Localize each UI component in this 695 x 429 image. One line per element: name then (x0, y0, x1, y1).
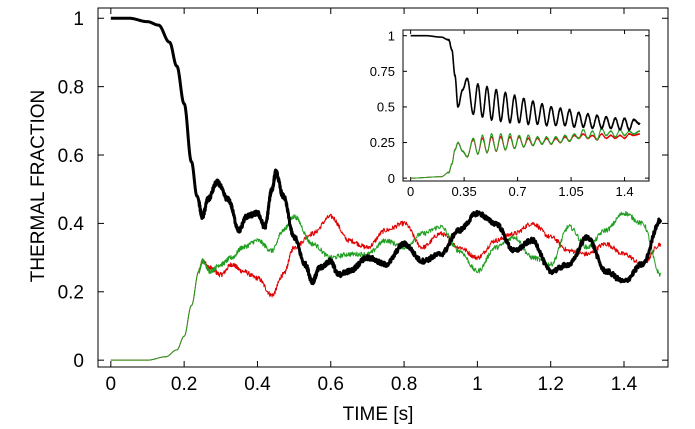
main-ytick-label: 1 (73, 9, 84, 30)
main-xtick-label: 1.2 (537, 374, 563, 395)
main-ytick-label: 0.6 (58, 146, 84, 167)
main-ytick-label: 0.2 (58, 283, 84, 304)
main-ytick-label: 0.4 (58, 214, 85, 235)
inset-xtick-label: 1.4 (616, 184, 634, 199)
inset-xtick-label: 0.7 (509, 184, 527, 199)
inset-ytick-label: 0.5 (377, 100, 395, 115)
main-xtick-label: 0.6 (318, 374, 344, 395)
inset-series-green-line (410, 127, 641, 179)
main-xtick-label: 0.4 (244, 374, 271, 395)
y-axis-label: THERMAL FRACTION (28, 90, 49, 282)
inset-xtick-label: 0.35 (451, 184, 476, 199)
main-xtick-label: 1 (472, 374, 483, 395)
inset-plot: 0 0.35 0.7 1.05 1.4 0 0.25 0.5 0.75 1 (370, 28, 650, 199)
main-xtick-label: 1.4 (611, 374, 638, 395)
main-ytick-label: 0.8 (58, 77, 84, 98)
main-xtick-label: 0 (106, 374, 117, 395)
inset-series-black-line (410, 34, 641, 131)
main-series-green-line (110, 210, 662, 361)
main-ytick-label: 0 (73, 351, 84, 372)
inset-xtick-label: 0 (407, 184, 414, 199)
main-xtick-label: 0.2 (171, 374, 197, 395)
inset-ytick-label: 0 (388, 171, 395, 186)
inset-ytick-label: 1 (388, 28, 395, 43)
inset-ytick-label: 0.25 (370, 135, 395, 150)
inset-xtick-label: 1.05 (558, 184, 583, 199)
main-series-black-line (109, 16, 663, 286)
x-axis-label: TIME [s] (343, 404, 414, 425)
main-xtick-label: 0.8 (391, 374, 417, 395)
inset-ytick-label: 0.75 (370, 64, 395, 79)
